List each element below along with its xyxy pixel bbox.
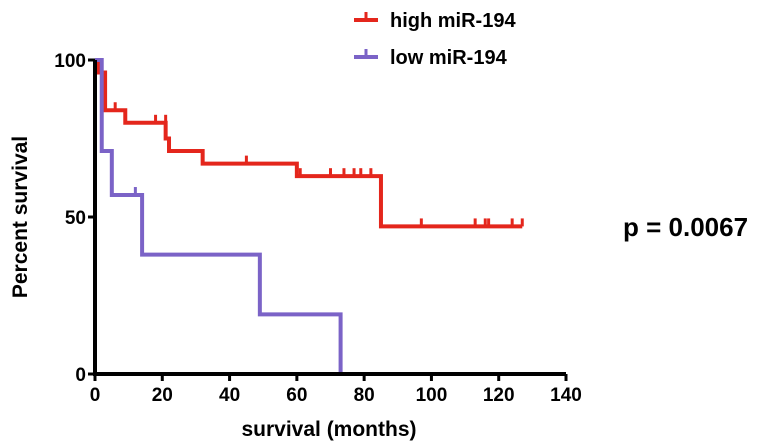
x-tick-label: 120 xyxy=(483,385,515,406)
x-tick-label: 80 xyxy=(354,385,375,406)
series-line-1 xyxy=(95,58,523,229)
x-tick-label: 0 xyxy=(90,385,101,406)
legend-label: high miR-194 xyxy=(390,10,516,32)
legend: high miR-194 low miR-194 xyxy=(354,10,516,69)
legend-label: low miR-194 xyxy=(390,47,508,69)
y-tick-label: 50 xyxy=(65,208,86,229)
series-line-2 xyxy=(95,58,343,374)
x-tick-label: 40 xyxy=(219,385,240,406)
y-tick-label: 0 xyxy=(75,365,86,386)
y-ticks: 0 50 100 xyxy=(54,51,95,386)
x-tick-label: 140 xyxy=(550,385,582,406)
y-axis-title: Percent survival xyxy=(9,136,32,298)
x-tick-label: 100 xyxy=(416,385,448,406)
axes: 0 50 100 0 20 40 60 80 100 120 140 xyxy=(54,51,582,406)
y-tick-label: 100 xyxy=(54,51,86,72)
x-axis-title: survival (months) xyxy=(241,418,416,441)
plot-area xyxy=(95,58,524,374)
p-value-annotation: p = 0.0067 xyxy=(623,212,748,242)
x-tick-label: 20 xyxy=(152,385,173,406)
x-tick-label: 60 xyxy=(286,385,307,406)
x-ticks: 0 20 40 60 80 100 120 140 xyxy=(90,374,582,406)
